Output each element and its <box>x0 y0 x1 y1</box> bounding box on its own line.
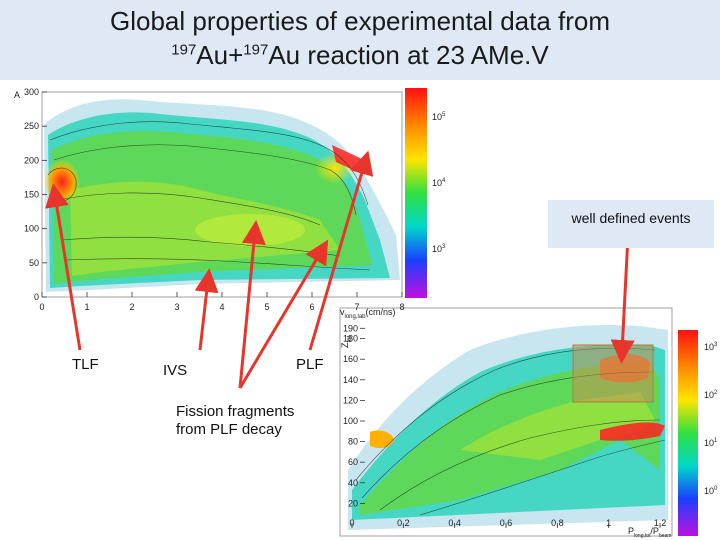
plot-2 <box>339 307 698 537</box>
arrow-plf <box>308 150 374 351</box>
title-part-1: Au+ <box>196 40 244 70</box>
plot-2-xtick-label: 1 <box>606 518 611 528</box>
plot-2-xtick-label: 1.2 <box>654 518 667 528</box>
plot-1-ylabel: A <box>14 90 20 100</box>
axes-layer: 0 1 2 3 4 5 6 7 8050100150200250300Avlong,lab(cm… <box>14 87 718 539</box>
plot-1-ytick-label: 0 <box>34 292 39 302</box>
plot-1-xtick-label: 5 <box>264 302 269 312</box>
plot-1-ytick-label: 250 <box>24 121 39 131</box>
plot-1-xtick-label: 0 <box>39 302 44 312</box>
arrow-tlf <box>45 183 82 351</box>
plot-2-xtick-label: 0.4 <box>448 518 461 528</box>
arrow-fission-2 <box>238 239 329 389</box>
plot-1-ytick-label: 100 <box>24 224 39 234</box>
plot-2-ytick-label: 40 <box>348 478 358 488</box>
plot-2-xtick-label: 0.6 <box>500 518 513 528</box>
plot-1-xtick-label: 4 <box>219 302 224 312</box>
plot-1-xtick-label: 3 <box>174 302 179 312</box>
arrows <box>45 150 635 389</box>
plot-2-colorbar <box>678 330 698 536</box>
title-banner: Global properties of experimental data f… <box>0 0 720 80</box>
plot-1-ytick-label: 50 <box>29 258 39 268</box>
arrow-well-defined <box>610 235 635 364</box>
plot-1-colorbar-label: 104 <box>432 178 446 188</box>
plot-1-colorbar-label: 105 <box>432 112 446 122</box>
plot-2-xlabel: Plong,tot/Pbeam <box>628 526 671 539</box>
callout-box <box>548 200 714 248</box>
plot-2-xtick-label: 0 <box>349 518 354 528</box>
plot-2-peak-right <box>600 422 665 441</box>
plot-1-colorbar-label: 103 <box>432 244 446 254</box>
plot-2-ytick-label: 160 <box>343 354 358 364</box>
title-sup-1: 197 <box>171 41 197 59</box>
label-tlf: TLF <box>72 356 99 373</box>
plot-1-xtick-label: 6 <box>309 302 314 312</box>
plot-2-xtick-label: 0.8 <box>551 518 564 528</box>
label-fission: Fission fragments from PLF decay <box>176 403 295 438</box>
plot-1-ivs-region <box>195 214 305 246</box>
plot-2-ytick-label: 80 <box>348 437 358 447</box>
plot-1-xtick-label: 1 <box>84 302 89 312</box>
plot-2-ytick-label: 100 <box>343 416 358 426</box>
plot-1-contours <box>47 121 371 271</box>
plot-2-ylabel: Ztot <box>340 335 353 348</box>
plot-1-colorbar <box>405 88 427 298</box>
plot-2-ytick-label: 180 <box>343 334 358 344</box>
plot-2-xtick-label: 0.2 <box>397 518 410 528</box>
label-ivs: IVS <box>163 362 188 379</box>
plot-2-ytick-label: 20 <box>348 498 358 508</box>
plot-1-ytick-label: 150 <box>24 190 39 200</box>
plot-2-colorbar-label: 100 <box>704 486 718 496</box>
plot-1-xtick-label: 8 <box>399 302 404 312</box>
plot-1-xtick-label: 7 <box>354 302 359 312</box>
plot-1-ytick-label: 300 <box>24 87 39 97</box>
callout-well-defined: well defined events <box>571 210 691 226</box>
arrow-ivs <box>194 268 219 351</box>
arrow-fission-1 <box>238 220 266 389</box>
title-line-2: 197Au+197Au reaction at 23 AMe.V <box>0 40 720 71</box>
plot-2-selection-box <box>572 344 654 403</box>
plot-2-ytick-label: 190 <box>343 323 358 333</box>
title-line-1: Global properties of experimental data f… <box>109 6 611 36</box>
title-part-2: Au reaction at 23 AMe.V <box>268 40 549 70</box>
plot-1-xtick-label: 2 <box>129 302 134 312</box>
label-plf: PLF <box>296 356 324 373</box>
plot-2-spot-left <box>370 430 394 448</box>
title-sup-2: 197 <box>243 41 269 59</box>
plot-1-ytick-label: 200 <box>24 155 39 165</box>
plot-1-xlabel: vlong,lab(cm/ns) <box>340 307 396 320</box>
plot-2-ytick-label: 120 <box>343 395 358 405</box>
plot-2-colorbar-label: 102 <box>704 390 718 400</box>
plot-2-colorbar-label: 101 <box>704 438 718 448</box>
plot-2-colorbar-label: 103 <box>704 342 718 352</box>
plot-2-ytick-label: 60 <box>348 457 358 467</box>
plot-1 <box>41 88 427 298</box>
plot-2-heat-lime <box>460 392 655 460</box>
plot-2-ytick-label: 140 <box>343 375 358 385</box>
